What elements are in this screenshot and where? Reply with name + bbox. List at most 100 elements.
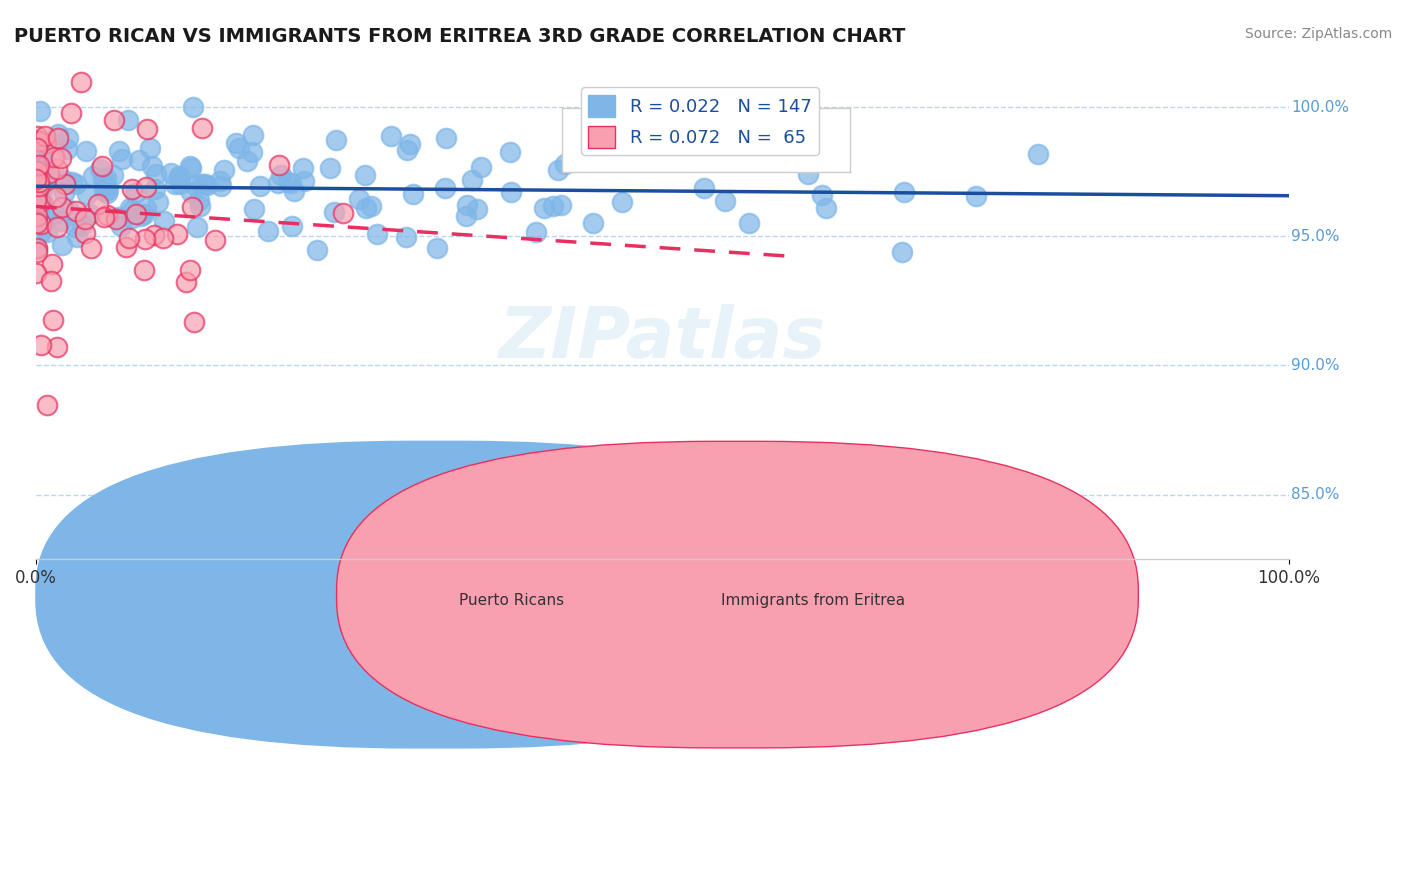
Point	[104, 211, 127, 226]
Point	[46, 127, 69, 141]
Point	[242, 202, 264, 216]
Point	[179, 159, 201, 173]
Point	[277, 175, 299, 189]
Point	[225, 136, 247, 151]
Point	[93, 185, 115, 199]
Point	[31, 155, 53, 169]
Point	[533, 201, 555, 215]
Point	[132, 263, 155, 277]
Point	[180, 185, 202, 199]
Legend: R = 0.022   N = 147, R = 0.072   N =  65: R = 0.022 N = 147, R = 0.072 N = 65	[581, 87, 818, 155]
Point	[30, 104, 52, 119]
Point	[141, 159, 163, 173]
Point	[32, 181, 55, 195]
Point	[204, 234, 226, 248]
Point	[121, 182, 143, 196]
FancyBboxPatch shape	[37, 442, 838, 747]
Point	[58, 203, 80, 218]
Point	[893, 185, 915, 199]
Point	[94, 178, 117, 193]
Point	[610, 195, 633, 210]
Point	[163, 177, 186, 191]
Text: Immigrants from Eritrea: Immigrants from Eritrea	[720, 593, 904, 608]
Point	[166, 227, 188, 242]
Point	[70, 75, 93, 89]
Point	[73, 226, 96, 240]
Point	[115, 240, 138, 254]
Point	[41, 257, 63, 271]
Point	[25, 149, 48, 163]
Point	[465, 202, 488, 217]
Point	[209, 178, 232, 193]
Point	[547, 163, 569, 178]
Point	[46, 339, 69, 353]
Point	[347, 192, 370, 206]
Point	[550, 198, 572, 212]
Point	[499, 145, 522, 160]
Point	[56, 143, 79, 157]
Point	[42, 172, 65, 186]
Point	[35, 136, 58, 151]
Point	[143, 182, 166, 196]
Point	[184, 178, 207, 192]
Point	[25, 164, 48, 178]
Point	[356, 202, 378, 216]
Point	[325, 132, 347, 146]
Point	[27, 176, 49, 190]
Point	[45, 220, 67, 235]
Point	[194, 177, 217, 191]
Point	[395, 230, 418, 244]
Text: 95.0%: 95.0%	[1291, 229, 1340, 244]
Point	[66, 230, 89, 244]
Point	[25, 172, 48, 186]
Point	[108, 144, 131, 158]
Point	[169, 177, 191, 191]
Point	[30, 338, 52, 352]
Point	[110, 219, 132, 233]
Point	[53, 186, 76, 200]
Point	[153, 213, 176, 227]
Point	[693, 181, 716, 195]
Point	[714, 194, 737, 209]
Point	[399, 137, 422, 152]
Point	[63, 219, 86, 234]
Point	[132, 207, 155, 221]
Point	[145, 167, 167, 181]
Point	[891, 244, 914, 259]
Point	[291, 161, 314, 175]
Point	[25, 241, 48, 255]
Point	[582, 216, 605, 230]
Point	[283, 184, 305, 198]
Point	[42, 150, 65, 164]
Point	[811, 188, 834, 202]
Point	[25, 129, 48, 144]
Point	[28, 158, 51, 172]
Point	[60, 175, 83, 189]
Point	[25, 193, 48, 207]
Point	[179, 263, 201, 277]
Point	[195, 178, 218, 192]
Point	[46, 131, 69, 145]
Point	[366, 227, 388, 242]
Point	[25, 176, 48, 190]
Point	[25, 205, 48, 219]
Point	[134, 231, 156, 245]
Point	[554, 157, 576, 171]
Point	[183, 315, 205, 329]
Point	[270, 169, 292, 183]
Text: 100.0%: 100.0%	[1291, 100, 1350, 115]
Point	[240, 145, 263, 160]
Point	[125, 207, 148, 221]
Point	[25, 244, 48, 259]
Point	[89, 161, 111, 176]
Point	[38, 166, 60, 180]
Point	[31, 194, 53, 209]
Point	[180, 161, 202, 175]
Point	[266, 176, 288, 190]
Point	[32, 196, 55, 211]
Point	[470, 161, 492, 175]
Point	[49, 151, 72, 165]
Point	[360, 199, 382, 213]
Point	[34, 128, 56, 143]
Point	[499, 185, 522, 199]
